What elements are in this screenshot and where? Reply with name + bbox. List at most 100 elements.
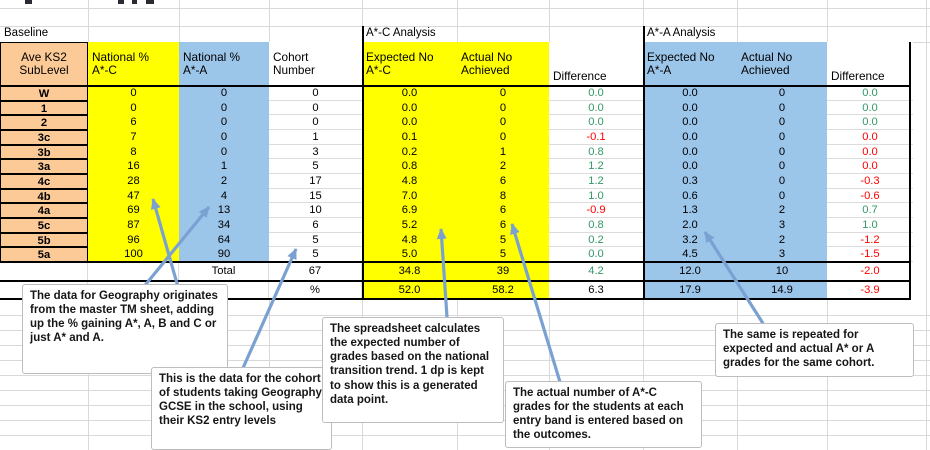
cell-4a-diff_aa[interactable]: 0.7 (827, 203, 913, 218)
cell-total-nat_ac[interactable] (88, 261, 179, 281)
cell-W-level[interactable]: W (0, 86, 88, 101)
section-label-a-star-c[interactable]: A*-C Analysis (366, 27, 436, 39)
cell-4a-nat_aa[interactable]: 13 (179, 203, 269, 218)
cell-W-diff_aa[interactable]: 0.0 (827, 86, 913, 101)
cell-total-diff_aa[interactable]: -2.0 (827, 261, 913, 281)
cell-3b-diff_ac[interactable]: 0.8 (549, 144, 643, 160)
cell-2-diff_aa[interactable]: 0.0 (827, 115, 913, 130)
cell-4c-nat_aa[interactable]: 2 (179, 173, 269, 189)
baseline-label[interactable]: Baseline (4, 27, 49, 39)
cell-5b-nat_aa[interactable]: 64 (179, 232, 269, 248)
cell-4c-level[interactable]: 4c (0, 173, 88, 189)
header-exp_ac[interactable]: Expected No A*-C (362, 42, 457, 86)
cell-5c-cohort[interactable]: 6 (269, 217, 362, 233)
cell-3a-act_ac[interactable]: 2 (457, 159, 549, 174)
callout-repeat[interactable]: The same is repeated for expected and ac… (715, 323, 914, 377)
section-label-a-star-a[interactable]: A*-A Analysis (647, 27, 716, 39)
cell-5b-level[interactable]: 5b (0, 232, 88, 248)
cell-4a-exp_aa[interactable]: 1.3 (643, 203, 737, 218)
cell-5b-exp_ac[interactable]: 4.8 (362, 232, 457, 248)
cell-5c-act_ac[interactable]: 6 (457, 217, 549, 233)
cell-3a-nat_ac[interactable]: 16 (88, 159, 179, 174)
cell-2-nat_ac[interactable]: 6 (88, 115, 179, 130)
cell-3b-exp_ac[interactable]: 0.2 (362, 144, 457, 160)
cell-percent-diff_ac[interactable]: 6.3 (549, 280, 643, 300)
cell-5a-nat_aa[interactable]: 90 (179, 247, 269, 262)
cell-4b-cohort[interactable]: 15 (269, 188, 362, 204)
cell-5c-nat_ac[interactable]: 87 (88, 217, 179, 233)
header-diff_ac[interactable]: Difference (549, 42, 643, 86)
cell-5a-diff_ac[interactable]: 0.0 (549, 247, 643, 262)
cell-2-diff_ac[interactable]: 0.0 (549, 115, 643, 130)
cell-1-level[interactable]: 1 (0, 100, 88, 116)
cell-5b-exp_aa[interactable]: 3.2 (643, 232, 737, 248)
cell-2-exp_aa[interactable]: 0.0 (643, 115, 737, 130)
header-nat_aa[interactable]: National % A*-A (179, 42, 269, 86)
cell-4c-nat_ac[interactable]: 28 (88, 173, 179, 189)
cell-1-exp_aa[interactable]: 0.0 (643, 100, 737, 116)
cell-4a-diff_ac[interactable]: -0.9 (549, 203, 643, 218)
cell-1-exp_ac[interactable]: 0.0 (362, 100, 457, 116)
cell-3b-level[interactable]: 3b (0, 144, 88, 160)
cell-3c-diff_ac[interactable]: -0.1 (549, 129, 643, 145)
cell-3a-diff_aa[interactable]: 0.0 (827, 159, 913, 174)
cell-5c-diff_aa[interactable]: 1.0 (827, 217, 913, 233)
cell-4b-level[interactable]: 4b (0, 188, 88, 204)
cell-4b-nat_aa[interactable]: 4 (179, 188, 269, 204)
cell-1-diff_ac[interactable]: 0.0 (549, 100, 643, 116)
cell-5a-exp_aa[interactable]: 4.5 (643, 247, 737, 262)
header-cohort[interactable]: Cohort Number (269, 42, 362, 86)
header-diff_aa[interactable]: Difference (827, 42, 913, 86)
cell-3c-cohort[interactable]: 1 (269, 129, 362, 145)
cell-2-nat_aa[interactable]: 0 (179, 115, 269, 130)
cell-4c-exp_ac[interactable]: 4.8 (362, 173, 457, 189)
cell-W-nat_aa[interactable]: 0 (179, 86, 269, 101)
cell-5c-exp_ac[interactable]: 5.2 (362, 217, 457, 233)
cell-total-cohort[interactable]: 67 (269, 261, 362, 281)
cell-W-act_aa[interactable]: 0 (737, 86, 827, 101)
cell-3c-nat_aa[interactable]: 0 (179, 129, 269, 145)
header-act_ac[interactable]: Actual No Achieved (457, 42, 549, 86)
cell-W-cohort[interactable]: 0 (269, 86, 362, 101)
cell-5c-nat_aa[interactable]: 34 (179, 217, 269, 233)
cell-5a-diff_aa[interactable]: -1.5 (827, 247, 913, 262)
cell-3b-diff_aa[interactable]: 0.0 (827, 144, 913, 160)
callout-cohort[interactable]: This is the data for the cohort of stude… (151, 367, 332, 450)
cell-total-level[interactable] (0, 261, 88, 281)
cell-5b-nat_ac[interactable]: 96 (88, 232, 179, 248)
cell-2-level[interactable]: 2 (0, 115, 88, 130)
cell-5a-cohort[interactable]: 5 (269, 247, 362, 262)
cell-5a-nat_ac[interactable]: 100 (88, 247, 179, 262)
cell-3a-nat_aa[interactable]: 1 (179, 159, 269, 174)
cell-3a-diff_ac[interactable]: 1.2 (549, 159, 643, 174)
cell-3c-exp_ac[interactable]: 0.1 (362, 129, 457, 145)
cell-3b-act_aa[interactable]: 0 (737, 144, 827, 160)
cell-3c-act_aa[interactable]: 0 (737, 129, 827, 145)
cell-1-act_aa[interactable]: 0 (737, 100, 827, 116)
callout-master-tm[interactable]: The data for Geography originates from t… (22, 284, 228, 374)
cell-3a-exp_aa[interactable]: 0.0 (643, 159, 737, 174)
cell-4c-diff_aa[interactable]: -0.3 (827, 173, 913, 189)
cell-4a-level[interactable]: 4a (0, 203, 88, 218)
cell-2-cohort[interactable]: 0 (269, 115, 362, 130)
cell-4a-nat_ac[interactable]: 69 (88, 203, 179, 218)
cell-4a-act_aa[interactable]: 2 (737, 203, 827, 218)
cell-3b-exp_aa[interactable]: 0.0 (643, 144, 737, 160)
callout-expected[interactable]: The spreadsheet calculates the expected … (322, 317, 504, 423)
cell-4c-act_aa[interactable]: 0 (737, 173, 827, 189)
cell-total-act_ac[interactable]: 39 (457, 261, 549, 281)
cell-5b-diff_ac[interactable]: 0.2 (549, 232, 643, 248)
cell-total-diff_ac[interactable]: 4.2 (549, 261, 643, 281)
cell-1-nat_ac[interactable]: 0 (88, 100, 179, 116)
cell-3a-exp_ac[interactable]: 0.8 (362, 159, 457, 174)
cell-3c-exp_aa[interactable]: 0.0 (643, 129, 737, 145)
header-exp_aa[interactable]: Expected No A*-A (643, 42, 737, 86)
cell-W-nat_ac[interactable]: 0 (88, 86, 179, 101)
cell-W-act_ac[interactable]: 0 (457, 86, 549, 101)
cell-2-act_aa[interactable]: 0 (737, 115, 827, 130)
callout-actual[interactable]: The actual number of A*-C grades for the… (505, 381, 702, 448)
cell-5c-act_aa[interactable]: 3 (737, 217, 827, 233)
cell-total-nat_aa[interactable]: Total (179, 261, 269, 281)
cell-3c-act_ac[interactable]: 0 (457, 129, 549, 145)
cell-3b-nat_aa[interactable]: 0 (179, 144, 269, 160)
